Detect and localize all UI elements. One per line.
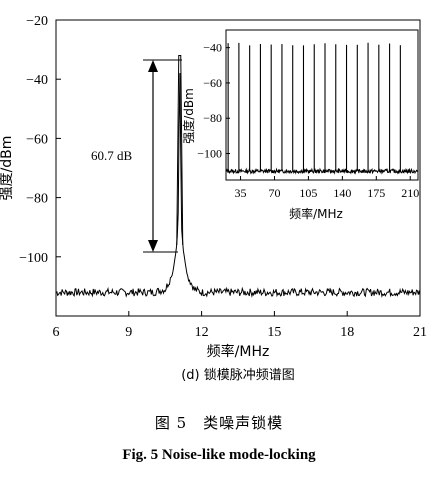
- inset-x-tick-label: 35: [235, 186, 247, 200]
- main-x-tick-label: 6: [53, 325, 60, 340]
- main-x-tick-label: 12: [195, 325, 209, 340]
- inset-x-tick-label: 105: [299, 186, 317, 200]
- inset-x-tick-label: 140: [333, 186, 351, 200]
- inset-y-tick-label: −40: [203, 41, 222, 55]
- main-x-tick-label: 21: [413, 325, 427, 340]
- main-spectrum-peak: [176, 55, 184, 245]
- inset-x-tick-label: 210: [401, 186, 419, 200]
- main-plot-frame: [55, 19, 421, 317]
- main-x-tick-label: 15: [267, 325, 281, 340]
- inset-y-tick-label: −60: [203, 76, 222, 90]
- inset-tick-labels: 35 70 105 140 175 210 −40 −60 −80 −100: [197, 41, 419, 200]
- inset-y-tick-label: −100: [197, 147, 222, 161]
- inset-y-axis-label: 强度/dBm: [181, 88, 196, 144]
- main-y-tick-label: −60: [26, 132, 48, 147]
- inset-y-tick-label: −80: [203, 111, 222, 125]
- peak-height-annotation: 60.7 dB: [91, 59, 182, 253]
- inset-x-tick-label: 175: [367, 186, 385, 200]
- main-spectrum-trace: [55, 72, 421, 298]
- spectrum-figure: 6 9 12 15 18 21 −20 −40 −60 −80 −100 60.7 dB 强度/dB…: [0, 14, 427, 383]
- inset-comb-trace: [225, 167, 419, 175]
- main-axis-ticks: [55, 19, 421, 316]
- figure-caption-chinese: 图 5 类噪声锁模: [154, 414, 284, 432]
- main-y-tick-label: −80: [26, 192, 48, 207]
- annotation-label: 60.7 dB: [91, 148, 133, 163]
- main-x-tick-label: 18: [340, 325, 354, 340]
- panel-label: (d) 锁模脉冲频谱图: [181, 367, 295, 383]
- main-x-axis-label: 频率/MHz: [207, 343, 270, 360]
- figure-title: Noise-like mode-locking: [161, 447, 316, 463]
- main-y-tick-label: −100: [19, 251, 48, 266]
- inset-x-tick-label: 70: [268, 186, 280, 200]
- main-x-tick-label: 9: [125, 325, 132, 340]
- inset-plot-frame: [225, 29, 419, 181]
- annotation-arrow-down: [148, 240, 158, 252]
- main-y-tick-label: −40: [26, 73, 48, 88]
- main-tick-labels: 6 9 12 15 18 21 −20 −40 −60 −80 −100: [19, 14, 427, 340]
- figure-caption-english: Fig. 5 Noise-like mode-locking: [0, 447, 438, 464]
- main-y-tick-label: −20: [26, 14, 48, 29]
- annotation-arrow-up: [148, 60, 158, 72]
- figure-number: Fig. 5: [122, 447, 159, 463]
- inset-x-axis-label: 频率/MHz: [289, 206, 343, 221]
- main-y-axis-label: 强度/dBm: [0, 136, 15, 201]
